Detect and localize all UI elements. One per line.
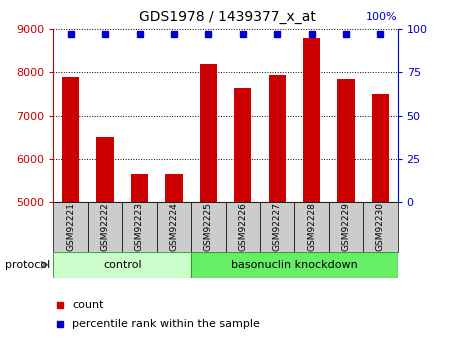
Text: percentile rank within the sample: percentile rank within the sample (73, 319, 260, 329)
Text: GSM92225: GSM92225 (204, 203, 213, 251)
Text: GSM92229: GSM92229 (341, 203, 351, 251)
Text: protocol: protocol (5, 260, 50, 270)
Text: GSM92228: GSM92228 (307, 203, 316, 251)
Bar (363, 202, 398, 252)
Bar (199, 64, 217, 202)
Bar (165, 174, 182, 202)
Bar (260, 202, 294, 252)
Bar (294, 202, 329, 252)
Bar (337, 79, 354, 202)
Text: 100%: 100% (366, 12, 398, 22)
Text: GSM92226: GSM92226 (238, 203, 247, 251)
Text: GDS1978 / 1439377_x_at: GDS1978 / 1439377_x_at (140, 10, 316, 24)
Bar (157, 202, 191, 252)
Bar (191, 252, 398, 278)
Bar (53, 202, 88, 252)
Bar (268, 75, 286, 202)
Bar (88, 202, 122, 252)
Bar (191, 202, 226, 252)
Text: GSM92230: GSM92230 (376, 202, 385, 252)
Bar (97, 137, 113, 202)
Text: GSM92227: GSM92227 (272, 203, 282, 251)
Bar (303, 38, 320, 202)
Bar (372, 94, 389, 202)
Text: GSM92221: GSM92221 (66, 203, 75, 251)
Bar (234, 88, 251, 202)
Text: basonuclin knockdown: basonuclin knockdown (231, 260, 358, 270)
Text: count: count (73, 300, 104, 310)
Bar (53, 252, 191, 278)
Bar (122, 202, 157, 252)
Bar (329, 202, 363, 252)
Bar (62, 77, 79, 202)
Bar (131, 174, 148, 202)
Bar (226, 202, 260, 252)
Text: control: control (103, 260, 142, 270)
Text: GSM92223: GSM92223 (135, 203, 144, 251)
Text: GSM92222: GSM92222 (100, 203, 110, 251)
Text: GSM92224: GSM92224 (169, 203, 179, 251)
